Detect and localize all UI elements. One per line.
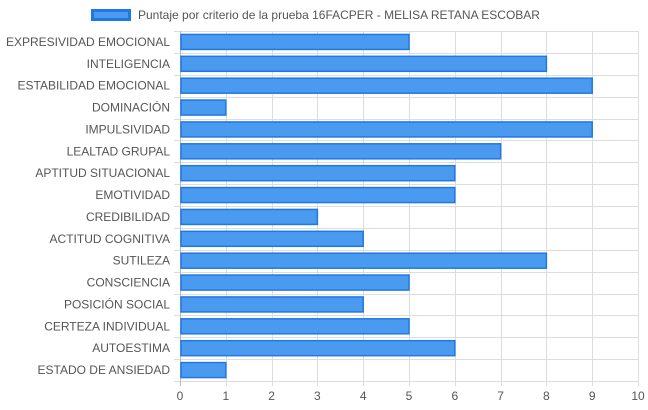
bar[interactable] xyxy=(180,208,319,226)
category-labels: EXPRESIVIDAD EMOCIONAL INTELIGENCIA ESTABI… xyxy=(6,35,170,377)
bar[interactable] xyxy=(180,186,456,204)
category-label: INTELIGENCIA xyxy=(87,57,170,71)
bar[interactable] xyxy=(180,99,227,116)
bar[interactable] xyxy=(180,296,364,313)
bar[interactable] xyxy=(180,339,456,357)
bar[interactable] xyxy=(180,77,593,94)
x-tick-label: 7 xyxy=(497,389,504,403)
category-label: LEALTAD GRUPAL xyxy=(67,144,171,158)
category-label: SUTILEZA xyxy=(113,254,170,268)
x-tick-labels: 0 1 2 3 4 5 6 7 8 9 10 xyxy=(177,389,645,403)
category-label: ESTABILIDAD EMOCIONAL xyxy=(18,79,171,93)
category-label: DOMINACIÓN xyxy=(92,100,170,115)
category-label: POSICIÓN SOCIAL xyxy=(64,296,170,311)
x-tick-label: 1 xyxy=(222,389,229,403)
x-tick-label: 6 xyxy=(451,389,458,403)
bar[interactable] xyxy=(180,143,502,160)
category-label: CREDIBILIDAD xyxy=(86,210,170,224)
x-tick-label: 5 xyxy=(406,389,413,403)
x-tick-label: 3 xyxy=(314,389,321,403)
legend-label: Puntaje por criterio de la prueba 16FACP… xyxy=(138,8,540,22)
bar[interactable] xyxy=(180,121,593,138)
bars xyxy=(180,33,593,379)
bar[interactable] xyxy=(180,318,410,335)
x-tick-label: 0 xyxy=(177,389,184,403)
bar[interactable] xyxy=(180,33,410,51)
x-tick-label: 8 xyxy=(543,389,550,403)
category-label: APTITUD SITUACIONAL xyxy=(35,166,170,180)
bar[interactable] xyxy=(180,274,410,291)
bar[interactable] xyxy=(180,252,548,269)
category-label: IMPULSIVIDAD xyxy=(85,122,170,136)
x-tick-label: 2 xyxy=(268,389,275,403)
x-tick-label: 10 xyxy=(631,389,645,403)
legend-swatch xyxy=(91,9,131,21)
category-label: CERTEZA INDIVIDUAL xyxy=(44,319,170,333)
bar[interactable] xyxy=(180,230,364,248)
category-label: ESTADO DE ANSIEDAD xyxy=(38,363,171,377)
category-label: ACTITUD COGNITIVA xyxy=(50,232,170,246)
category-label: EMOTIVIDAD xyxy=(95,188,170,202)
x-tick-label: 9 xyxy=(589,389,596,403)
category-label: CONSCIENCIA xyxy=(87,276,170,290)
legend[interactable]: Puntaje por criterio de la prueba 16FACP… xyxy=(91,6,540,24)
category-label: AUTOESTIMA xyxy=(92,341,170,355)
bar[interactable] xyxy=(180,164,456,182)
x-tick-label: 4 xyxy=(360,389,367,403)
category-label: EXPRESIVIDAD EMOCIONAL xyxy=(6,35,170,49)
bar[interactable] xyxy=(180,55,548,73)
bar[interactable] xyxy=(180,361,227,379)
